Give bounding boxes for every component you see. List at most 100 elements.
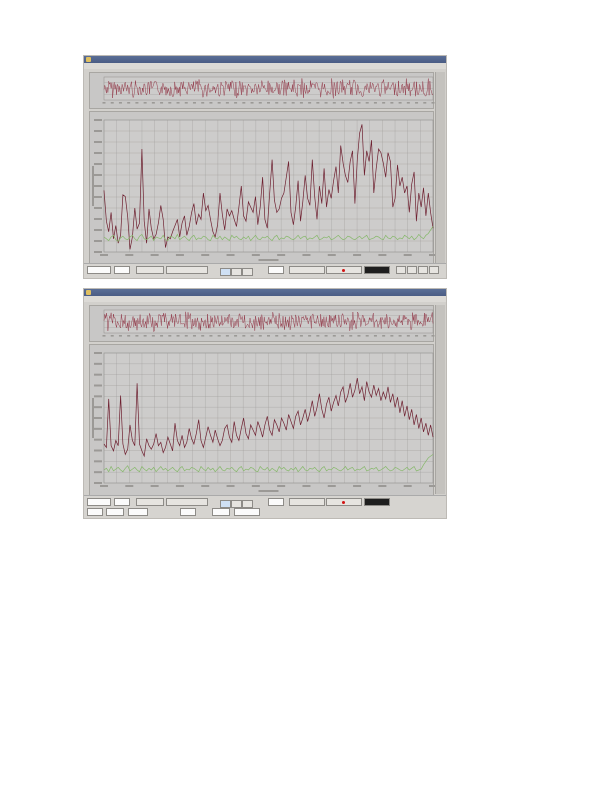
x-tick-label [302,254,311,256]
y-tick-label [94,362,102,365]
control-bar [84,263,446,278]
x-tick-label [291,335,295,337]
control-field[interactable] [212,508,230,516]
x-tick-label [415,335,419,337]
control-button[interactable] [166,266,208,274]
x-tick-label [431,335,435,337]
side-scrollbar[interactable] [435,305,445,494]
x-tick-label [378,485,387,487]
control-field[interactable] [268,498,284,506]
y-tick-label [94,438,102,441]
x-tick-label [327,254,336,256]
y-tick-label [94,406,102,409]
control-field[interactable] [268,266,284,274]
record-button[interactable] [326,266,362,274]
app-icon [86,290,91,295]
x-tick-label [168,102,172,104]
y-tick-label [94,395,102,398]
y-tick-label [94,130,102,132]
record-icon [342,500,345,504]
x-tick-label [332,335,336,337]
control-bar [84,495,446,518]
x-tick-label [225,102,229,104]
x-tick-label [299,335,303,337]
view-toggle-button[interactable] [220,500,231,508]
x-tick-label [357,102,361,104]
x-tick-label [184,335,188,337]
view-toggle-button[interactable] [231,500,242,508]
view-toggle-button[interactable] [242,268,253,276]
x-axis-label [258,259,279,261]
control-field[interactable] [180,508,196,516]
control-button[interactable] [364,498,390,506]
x-tick-label [127,102,131,104]
x-tick-label [415,102,419,104]
x-tick-label [258,102,262,104]
view-toggle-button[interactable] [220,268,231,276]
pause-icon[interactable] [418,266,428,274]
control-button[interactable] [364,266,390,274]
x-tick-label [283,102,287,104]
skip-forward-icon[interactable] [429,266,439,274]
control-field[interactable] [114,498,130,506]
control-button[interactable] [166,498,208,506]
x-tick-label [125,254,134,256]
waveform-panel [89,305,435,342]
x-tick-label [353,485,362,487]
x-tick-label [201,485,210,487]
control-field[interactable] [234,508,260,516]
x-tick-label [127,335,131,337]
x-tick-label [308,335,312,337]
x-tick-label [143,102,147,104]
view-toggle-button[interactable] [242,500,253,508]
x-tick-label [217,335,221,337]
y-tick-label [94,141,102,143]
x-tick-label [184,102,188,104]
x-tick-label [353,254,362,256]
x-axis-label [258,490,279,492]
control-field[interactable] [87,508,103,516]
x-tick-label [110,102,114,104]
x-tick-label [403,254,412,256]
x-tick-label [118,335,122,337]
y-tick-label [94,460,102,463]
x-tick-label [316,335,320,337]
y-tick-label [94,163,102,165]
y-tick-label [94,384,102,387]
y-tick-label [94,207,102,209]
x-tick-label [201,102,205,104]
x-tick-label [267,335,270,337]
control-field[interactable] [106,508,124,516]
record-button[interactable] [326,498,362,506]
waveform-chart [102,309,435,337]
control-field[interactable] [87,266,111,274]
control-button[interactable] [289,266,325,274]
view-toggle-button[interactable] [231,268,242,276]
x-tick-label [403,485,412,487]
x-tick-label [365,335,369,337]
x-tick-label [327,485,336,487]
x-tick-label [357,335,361,337]
x-tick-label [150,254,159,256]
play-icon[interactable] [407,266,417,274]
x-tick-label [291,102,295,104]
secondary-series-line [103,226,434,242]
control-field[interactable] [87,498,111,506]
control-field[interactable] [114,266,130,274]
x-tick-label [192,102,196,104]
skip-back-icon[interactable] [396,266,406,274]
x-tick-label [234,102,238,104]
x-tick-label [242,335,246,337]
x-tick-label [201,335,205,337]
x-tick-label [382,335,386,337]
x-tick-label [398,335,402,337]
x-tick-label [226,485,235,487]
control-field[interactable] [128,508,148,516]
side-scrollbar[interactable] [435,72,445,263]
window-title-bar [84,56,446,63]
x-tick-label [110,335,114,337]
y-axis-label [92,398,94,438]
control-button[interactable] [289,498,325,506]
control-button[interactable] [136,498,164,506]
control-button[interactable] [136,266,164,274]
